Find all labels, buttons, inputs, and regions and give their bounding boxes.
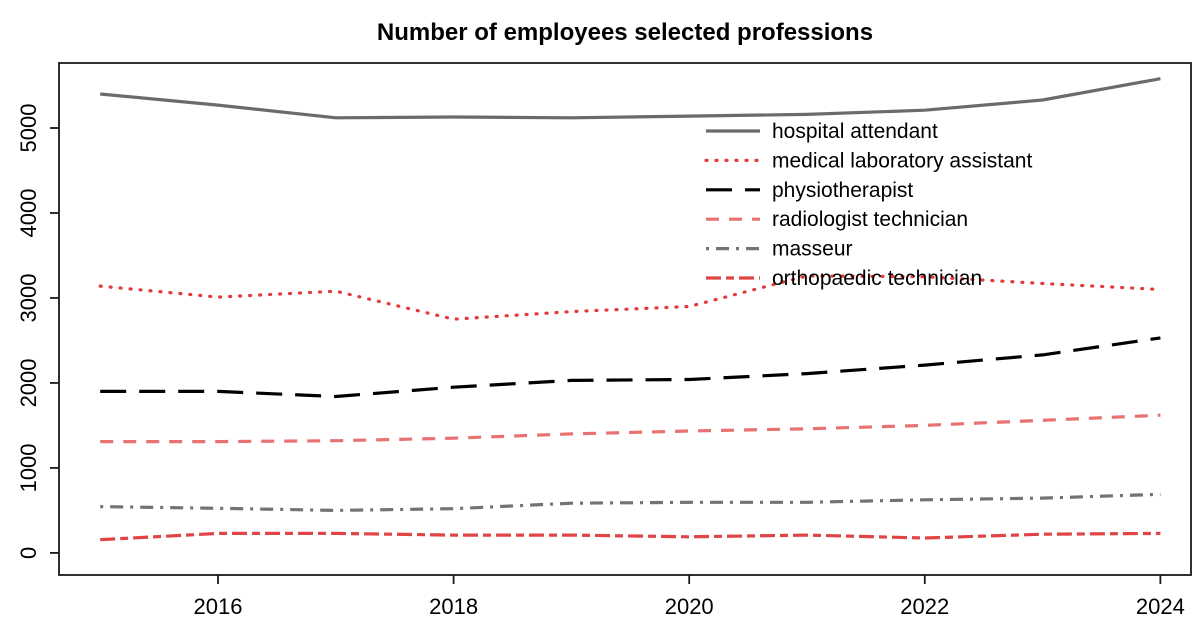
series-line-physiotherapist	[100, 336, 1161, 399]
legend-label: physiotherapist	[772, 179, 913, 202]
y-axis: 0 1000 2000 3000 4000 5000	[16, 104, 59, 559]
legend-item-physiotherapist: physiotherapist	[706, 179, 913, 202]
series-line-medical-laboratory-assistant	[98, 274, 1163, 321]
legend-item-hospital-attendant: hospital attendant	[706, 120, 938, 143]
y-tick-label: 4000	[16, 189, 41, 238]
y-tick-label: 0	[16, 547, 41, 559]
chart-title: Number of employees selected professions	[377, 19, 873, 46]
x-tick-label: 2018	[429, 594, 478, 619]
legend-label: radiologist technician	[772, 208, 968, 231]
legend-item-medical-laboratory-assistant: medical laboratory assistant	[704, 149, 1032, 172]
series-line-masseur	[100, 492, 1161, 512]
legend-item-orthopaedic-technician: orthopaedic technician	[706, 267, 982, 290]
legend-label: orthopaedic technician	[772, 267, 982, 290]
legend-label: medical laboratory assistant	[772, 149, 1032, 172]
y-tick-label: 3000	[16, 273, 41, 322]
legend-item-masseur: masseur	[706, 238, 853, 261]
legend-label: masseur	[772, 238, 853, 261]
y-tick-label: 2000	[16, 358, 41, 407]
x-tick-label: 2016	[194, 594, 243, 619]
series-lines	[98, 77, 1163, 542]
x-tick-label: 2024	[1136, 594, 1185, 619]
series-line-radiologist-technician	[100, 413, 1161, 444]
y-tick-label: 1000	[16, 443, 41, 492]
legend: hospital attendant medical laboratory ass…	[704, 120, 1032, 290]
series-line-hospital-attendant	[100, 77, 1161, 120]
x-tick-label: 2020	[665, 594, 714, 619]
series-line-orthopaedic-technician	[100, 531, 1161, 542]
legend-label: hospital attendant	[772, 120, 938, 143]
x-tick-label: 2022	[900, 594, 949, 619]
legend-item-radiologist-technician: radiologist technician	[706, 208, 968, 231]
y-tick-label: 5000	[16, 104, 41, 153]
x-axis: 2016 2018 2020 2022 2024	[194, 575, 1185, 619]
plot-area-border	[58, 62, 1192, 576]
